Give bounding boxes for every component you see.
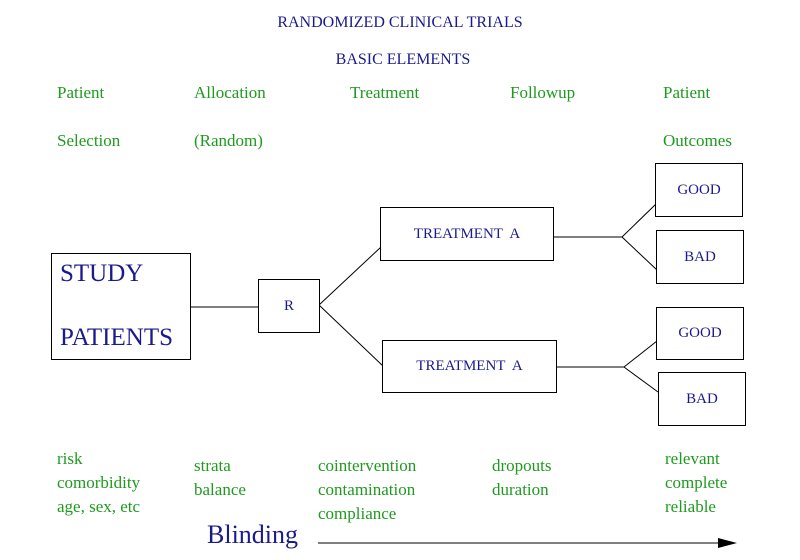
note-dropouts: dropouts <box>492 456 552 475</box>
header-followup: Followup <box>510 83 576 102</box>
patients-label: PATIENTS <box>60 324 173 351</box>
note-duration: duration <box>492 480 549 499</box>
header-allocation-1: Allocation <box>194 83 266 102</box>
bad-bottom-label: BAD <box>686 390 718 407</box>
random-label: R <box>283 297 294 314</box>
diagram-subtitle: BASIC ELEMENTS <box>335 51 471 68</box>
diagram-title: RANDOMIZED CLINICAL TRIALS <box>277 14 523 31</box>
note-balance: balance <box>194 480 246 499</box>
notes-allocation: strata balance <box>194 454 246 502</box>
note-contamination: contamination <box>318 480 416 499</box>
treatment-top-label: TREATMENT A <box>413 225 521 242</box>
notes-treatment: cointervention contamination compliance <box>318 454 416 526</box>
study-patients-box: STUDY PATIENTS <box>51 253 191 360</box>
header-allocation-2: (Random) <box>194 131 263 150</box>
random-allocation-box: R <box>258 279 320 333</box>
note-relevant: relevant <box>665 449 720 468</box>
outcome-bad-top-box: BAD <box>656 230 744 284</box>
good-top-label: GOOD <box>677 181 721 198</box>
header-treatment: Treatment <box>350 83 420 102</box>
notes-selection: risk comorbidity age, sex, etc <box>57 447 140 519</box>
outcome-bad-bottom-box: BAD <box>658 372 746 426</box>
note-reliable: reliable <box>665 497 716 516</box>
header-patient-selection-2: Selection <box>57 131 121 150</box>
notes-outcomes: relevant complete reliable <box>665 447 727 519</box>
note-age-sex: age, sex, etc <box>57 497 141 516</box>
outcome-good-bottom-box: GOOD <box>656 307 744 360</box>
header-patient-outcomes-1: Patient <box>663 83 711 102</box>
outcome-good-top-box: GOOD <box>655 163 743 217</box>
bad-top-label: BAD <box>684 248 716 265</box>
treatment-a-top-box: TREATMENT A <box>380 207 554 261</box>
note-complete: complete <box>665 473 728 492</box>
note-cointervention: cointervention <box>318 456 417 475</box>
header-patient-selection-1: Patient <box>57 83 105 102</box>
note-risk: risk <box>57 449 83 468</box>
note-compliance: compliance <box>318 504 397 523</box>
good-bottom-label: GOOD <box>678 325 722 341</box>
note-comorbidity: comorbidity <box>57 473 141 492</box>
note-strata: strata <box>194 456 231 475</box>
notes-followup: dropouts duration <box>492 454 552 502</box>
study-label: STUDY <box>60 260 144 287</box>
blinding-label: Blinding <box>207 520 299 549</box>
header-patient-outcomes-2: Outcomes <box>663 131 732 150</box>
treatment-bottom-label: TREATMENT A <box>416 358 523 374</box>
treatment-a-bottom-box: TREATMENT A <box>382 340 557 393</box>
